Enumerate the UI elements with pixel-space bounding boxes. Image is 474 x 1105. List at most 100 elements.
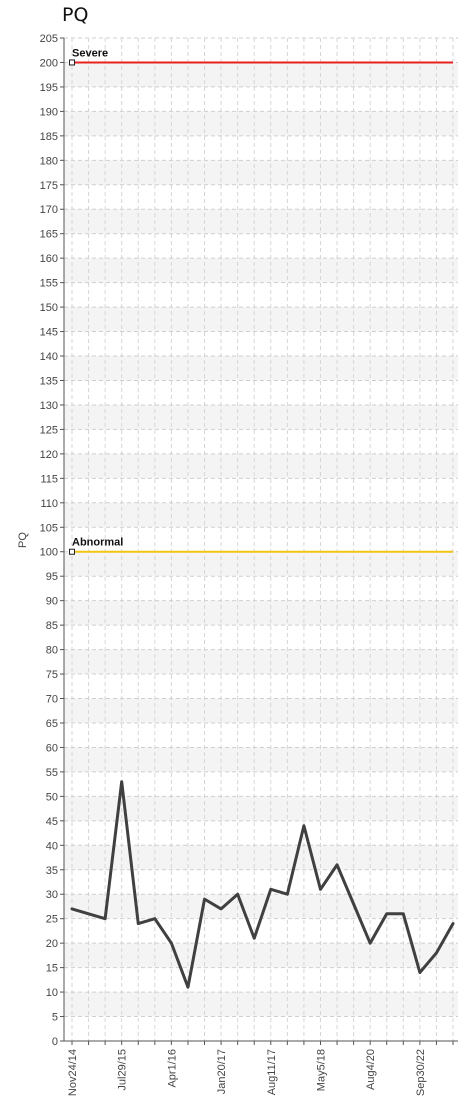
x-tick-label: Aug11/17 bbox=[266, 1049, 278, 1095]
x-tick-label: Apr1/16 bbox=[166, 1049, 178, 1088]
y-tick-label: 40 bbox=[46, 840, 58, 852]
y-tick-label: 20 bbox=[46, 938, 58, 950]
grid-band bbox=[64, 62, 458, 87]
y-tick-label: 175 bbox=[40, 180, 58, 192]
grid-band bbox=[64, 307, 458, 332]
grid-band bbox=[64, 698, 458, 723]
y-tick-label: 65 bbox=[46, 718, 58, 730]
data-point bbox=[302, 824, 306, 827]
data-point bbox=[269, 888, 272, 891]
y-tick-label: 200 bbox=[40, 57, 58, 69]
data-point bbox=[368, 941, 372, 945]
y-tick-label: 80 bbox=[46, 645, 58, 657]
y-tick-label: 190 bbox=[40, 106, 58, 118]
y-tick-label: 130 bbox=[40, 400, 58, 412]
data-point bbox=[103, 917, 107, 920]
grid-band bbox=[64, 649, 458, 675]
grid-band bbox=[64, 404, 458, 430]
data-point bbox=[219, 907, 223, 911]
data-point bbox=[385, 912, 388, 915]
grid-band bbox=[64, 992, 458, 1017]
data-point bbox=[87, 912, 90, 915]
y-tick-label: 55 bbox=[46, 767, 58, 779]
y-tick-label: 160 bbox=[40, 253, 58, 265]
y-tick-label: 165 bbox=[40, 229, 58, 241]
y-tick-label: 5 bbox=[52, 1012, 58, 1024]
data-point bbox=[186, 985, 190, 989]
data-point bbox=[253, 937, 256, 940]
x-tick-label: Aug4/20 bbox=[365, 1049, 377, 1090]
data-point bbox=[402, 912, 405, 915]
y-tick-label: 60 bbox=[46, 742, 58, 754]
reference-marker-abnormal bbox=[69, 548, 75, 555]
data-point bbox=[203, 897, 206, 901]
grid-band bbox=[64, 502, 458, 528]
grid-band bbox=[64, 160, 458, 185]
y-tick-label: 195 bbox=[40, 82, 58, 94]
y-tick-label: 115 bbox=[40, 473, 58, 485]
y-tick-label: 95 bbox=[46, 571, 58, 583]
y-tick-label: 140 bbox=[40, 351, 58, 363]
series-line-0 bbox=[70, 780, 455, 989]
y-tick-label: 70 bbox=[46, 694, 58, 706]
grid-band bbox=[64, 796, 458, 821]
y-tick-label: 25 bbox=[46, 914, 58, 926]
grid-band bbox=[64, 747, 458, 772]
data-point bbox=[335, 863, 339, 867]
y-tick-label: 185 bbox=[40, 131, 58, 143]
y-tick-label: 150 bbox=[40, 302, 58, 314]
y-tick-label: 145 bbox=[40, 327, 58, 339]
grid-band bbox=[64, 209, 458, 234]
y-tick-label: 15 bbox=[46, 963, 58, 975]
data-point bbox=[435, 951, 438, 955]
grid-band bbox=[64, 453, 458, 479]
x-tick-label: Nov24/14 bbox=[67, 1049, 79, 1096]
x-tick-label: Sep30/22 bbox=[415, 1049, 427, 1096]
y-tick-labels: 0 5 10 15 20 25 30 35 40 45 50 55 60 65 70 75 80 85 90 95 10… bbox=[40, 33, 58, 1048]
grid-band bbox=[64, 551, 458, 577]
data-point bbox=[70, 907, 74, 911]
y-tick-label: 90 bbox=[46, 596, 58, 608]
y-tick-label: 0 bbox=[52, 1036, 58, 1048]
data-point bbox=[352, 902, 355, 906]
y-tick-label: 180 bbox=[40, 155, 58, 167]
data-point bbox=[170, 941, 173, 945]
x-tick-label: May5/18 bbox=[315, 1049, 327, 1091]
data-point bbox=[418, 971, 422, 974]
grid-band bbox=[64, 943, 458, 968]
y-tick-label: 125 bbox=[40, 424, 58, 436]
y-tick-label: 10 bbox=[46, 987, 58, 999]
y-tick-label: 120 bbox=[40, 449, 58, 461]
reference-label-severe: Severe bbox=[72, 47, 108, 59]
y-tick-label: 75 bbox=[46, 669, 58, 681]
grid-band bbox=[64, 258, 458, 283]
y-tick-label: 30 bbox=[46, 889, 58, 901]
x-tick-labels: Nov24/14 Jul29/15 Apr1/16 Jan20/17 Aug11/17 M… bbox=[67, 1049, 427, 1096]
grid-band bbox=[64, 111, 458, 136]
reference-marker-severe bbox=[69, 59, 75, 66]
data-point bbox=[137, 922, 140, 925]
y-tick-label: 155 bbox=[40, 278, 58, 290]
y-tick-label: 35 bbox=[46, 865, 58, 877]
axes bbox=[60, 37, 458, 1045]
data-point bbox=[451, 922, 455, 925]
y-tick-label: 135 bbox=[40, 375, 58, 387]
series-lines bbox=[70, 780, 455, 989]
y-tick-label: 85 bbox=[46, 620, 58, 632]
data-point bbox=[236, 893, 239, 896]
y-tick-label: 110 bbox=[40, 498, 58, 510]
x-tick-label: Jan20/17 bbox=[216, 1049, 228, 1094]
data-point bbox=[153, 917, 157, 920]
y-tick-label: 105 bbox=[40, 522, 58, 534]
grid-band bbox=[64, 600, 458, 626]
chart-title: PQ bbox=[62, 4, 89, 26]
vertical-gridlines bbox=[71, 38, 454, 1041]
data-point bbox=[286, 893, 289, 896]
grid-band bbox=[64, 845, 458, 870]
y-tick-label: 50 bbox=[46, 791, 58, 803]
data-point bbox=[120, 780, 123, 783]
y-tick-label: 100 bbox=[40, 547, 58, 559]
reference-label-abnormal: Abnormal bbox=[72, 537, 123, 549]
grid-band bbox=[64, 356, 458, 381]
